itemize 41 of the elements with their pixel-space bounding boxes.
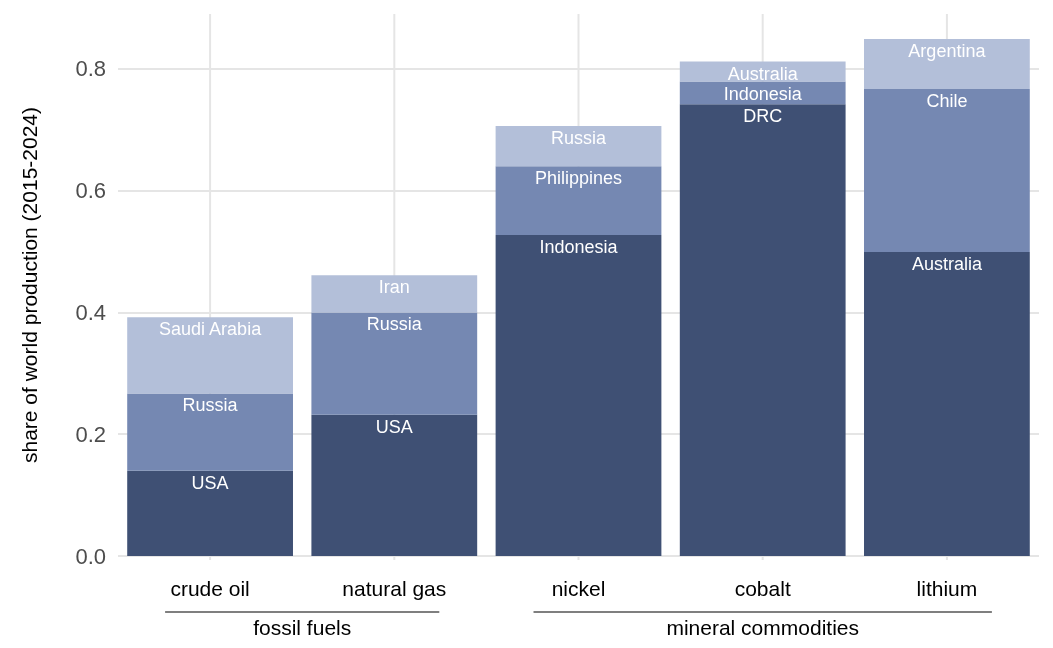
y-tick-label: 0.8 xyxy=(75,56,106,82)
bar xyxy=(495,126,662,167)
x-tick-label: lithium xyxy=(916,577,978,600)
y-tick-label: 0.2 xyxy=(75,421,106,447)
bar xyxy=(679,104,846,556)
y-axis-title: share of world production (2015-2024) xyxy=(18,106,41,464)
annotation: Indonesia xyxy=(539,237,619,258)
bar xyxy=(864,88,1030,253)
annotation: Russia xyxy=(366,314,423,335)
y-tick-label: 0.0 xyxy=(75,543,106,569)
annotation: Russia xyxy=(550,128,607,149)
bar xyxy=(127,470,293,556)
bar xyxy=(127,393,293,471)
annotation: USA xyxy=(191,472,229,493)
annotation: Russia xyxy=(182,395,239,416)
x-tick-label: natural gas xyxy=(342,577,447,600)
text: fossil fuels xyxy=(253,616,352,639)
annotation: Australia xyxy=(911,254,983,275)
text: mineral commodities xyxy=(666,616,859,639)
annotation: Philippines xyxy=(534,168,623,189)
bar xyxy=(495,166,662,236)
x-tick-label: crude oil xyxy=(170,577,250,600)
bar xyxy=(864,252,1030,556)
y-tick-label: 0.6 xyxy=(75,178,106,204)
annotation: DRC xyxy=(743,106,783,127)
bar xyxy=(311,414,478,556)
bar xyxy=(864,38,1030,89)
x-tick-label: nickel xyxy=(551,577,606,600)
bar xyxy=(311,275,478,313)
y-tick-label: 0.4 xyxy=(75,299,106,325)
x-tick-label: cobalt xyxy=(734,577,791,600)
bar xyxy=(127,317,293,394)
annotation: Argentina xyxy=(908,40,987,61)
annotation: Indonesia xyxy=(723,83,803,104)
bar xyxy=(495,235,662,556)
annotation: USA xyxy=(375,416,413,437)
annotation: Iran xyxy=(378,277,410,298)
annotation: Australia xyxy=(727,63,799,84)
bar xyxy=(311,312,478,415)
annotation: Saudi Arabia xyxy=(159,319,263,340)
annotation: Chile xyxy=(926,90,968,111)
